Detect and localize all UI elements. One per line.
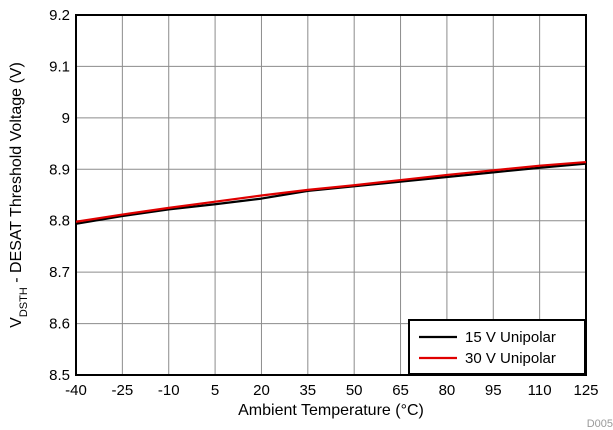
legend: 15 V Unipolar 30 V Unipolar	[408, 319, 586, 375]
y-tick-label: 8.6	[49, 316, 70, 333]
legend-label: 15 V Unipolar	[465, 329, 556, 346]
series-group	[75, 160, 587, 225]
y-tick-label: 9.1	[49, 58, 70, 75]
y-tick-label: 9.2	[49, 7, 70, 24]
y-tick-label: 8.5	[49, 367, 70, 384]
figure-id: D005	[587, 418, 613, 430]
x-tick-label: 110	[528, 382, 552, 399]
y-tick-labels: 8.5 8.6 8.7 8.8 8.9 9 9.1 9.2	[49, 7, 70, 384]
series-line-1	[75, 162, 587, 225]
legend-label: 30 V Unipolar	[465, 350, 556, 367]
x-axis-label: Ambient Temperature (°C)	[238, 402, 424, 419]
y-tick-label: 8.7	[49, 264, 70, 281]
plot-frame	[75, 14, 587, 376]
y-axis-label-suffix: - DESAT Threshold Voltage (V)	[8, 62, 25, 287]
y-axis-label: VDSTH - DESAT Threshold Voltage (V)	[8, 62, 30, 328]
x-tick-label: 80	[439, 382, 456, 399]
y-tick-label: 8.9	[49, 161, 70, 178]
x-tick-label: 125	[573, 382, 598, 399]
x-tick-label: 20	[253, 382, 270, 399]
x-tick-labels: -40 -25 -10 5 20 35 50 65 80 95 110 125	[65, 382, 598, 399]
series-line-2	[75, 160, 587, 223]
y-axis-label-subscript: DSTH	[18, 287, 30, 317]
y-tick-label: 9	[62, 110, 70, 127]
y-tick-label: 8.8	[49, 213, 70, 230]
x-tick-label: 5	[211, 382, 219, 399]
x-tick-label: 35	[299, 382, 316, 399]
x-tick-label: 50	[346, 382, 363, 399]
legend-box	[408, 319, 586, 375]
x-tick-label: -40	[65, 382, 87, 399]
x-tick-label: 65	[392, 382, 409, 399]
x-tick-label: -25	[112, 382, 134, 399]
x-tick-label: 95	[485, 382, 502, 399]
x-tick-label: -10	[158, 382, 180, 399]
y-axis-label-prefix: V	[8, 317, 25, 328]
